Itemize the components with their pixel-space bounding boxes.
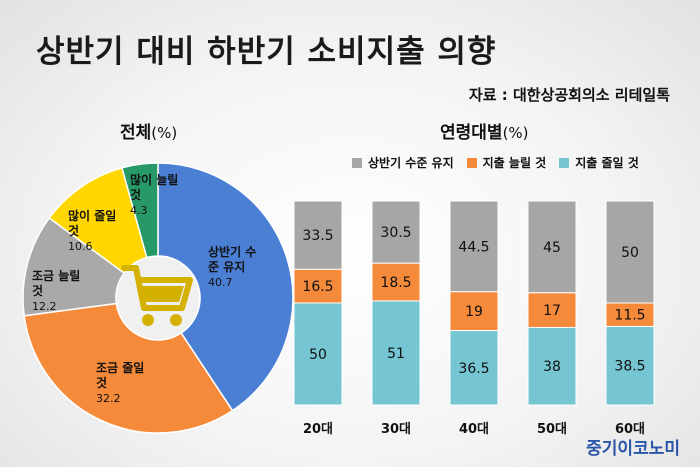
bar-segment <box>527 326 577 406</box>
pie-slice-label: 많이 줄일 것 <box>68 208 116 238</box>
x-tick-label: 50대 <box>537 422 567 437</box>
bar-value-label: 33.5 <box>302 228 333 244</box>
bar-segment <box>449 330 499 406</box>
pie-value-label: 12.2 <box>32 300 57 313</box>
bar-title: 연령대별(%) <box>440 118 529 143</box>
bar-segment <box>527 292 577 328</box>
legend-swatch-decrease <box>559 157 570 168</box>
bar-value-label: 11.5 <box>614 308 645 324</box>
legend-label-increase: 지출 늘릴 것 <box>482 156 547 170</box>
pie-title-text: 전체 <box>120 123 152 143</box>
x-tick-label: 40대 <box>459 422 489 437</box>
pie-title: 전체(%) <box>120 118 177 143</box>
bar-value-label: 18.5 <box>380 275 411 291</box>
bar-value-label: 36.5 <box>458 361 489 377</box>
legend-label-maintain: 상반기 수준 유지 <box>368 156 454 170</box>
x-tick-label: 60대 <box>615 422 645 437</box>
pie-slice <box>22 216 126 317</box>
x-tick-label: 20대 <box>303 422 333 437</box>
shopping-cart-icon <box>117 257 199 339</box>
bar-segment <box>527 200 577 294</box>
x-tick-label: 30대 <box>381 422 411 437</box>
bar-segment <box>293 268 343 304</box>
legend-swatch-increase <box>466 157 477 168</box>
legend-label-decrease: 지출 줄일 것 <box>575 156 639 170</box>
legend-item-decrease: 지출 줄일 것 <box>559 154 639 171</box>
pie-slice-label: 조금 늘릴 것 <box>32 269 80 298</box>
pie-slice <box>23 302 234 434</box>
bar-value-label: 50 <box>309 347 327 363</box>
pie-slice <box>121 162 159 259</box>
bar-title-unit: (%) <box>502 124 529 142</box>
bar-value-label: 30.5 <box>380 225 411 241</box>
bar-legend: 상반기 수준 유지 지출 늘릴 것 지출 줄일 것 <box>352 154 639 171</box>
bar-segment <box>371 200 421 264</box>
bar-title-text: 연령대별 <box>440 123 503 143</box>
bar-value-label: 51 <box>387 346 405 362</box>
chart-title: 상반기 대비 하반기 소비지출 의향 <box>36 34 497 70</box>
bar-value-label: 50 <box>621 245 639 261</box>
bar-segment <box>449 200 499 293</box>
legend-item-maintain: 상반기 수준 유지 <box>352 154 454 171</box>
legend-swatch-maintain <box>352 157 362 168</box>
pie-value-label: 4.3 <box>130 204 148 217</box>
bar-segment <box>605 200 655 304</box>
bar-value-label: 44.5 <box>458 239 489 255</box>
pie-value-label: 10.6 <box>68 240 93 253</box>
legend-item-increase: 지출 늘릴 것 <box>466 154 547 171</box>
bar-value-label: 17 <box>543 303 561 319</box>
pie-slice-label: 조금 줄일 것 <box>96 361 144 390</box>
bar-segment <box>371 300 421 406</box>
bar-value-label: 45 <box>543 240 561 256</box>
bar-value-label: 38 <box>543 359 561 375</box>
bar-value-label: 19 <box>465 304 483 320</box>
pie-title-unit: (%) <box>151 124 178 142</box>
pie-slice-label: 많이 늘릴 것 <box>130 172 178 202</box>
pie-value-label: 40.7 <box>208 276 233 289</box>
bar-segment <box>449 291 499 332</box>
watermark: 중기이코노미 <box>586 439 680 459</box>
bar-value-label: 38.5 <box>614 359 645 375</box>
source-note: 자료 : 대한상공회의소 리테일톡 <box>468 86 670 104</box>
bar-value-label: 16.5 <box>302 279 333 295</box>
bar-segment <box>605 325 655 406</box>
pie-value-label: 32.2 <box>96 392 121 405</box>
bar-segment <box>293 302 343 406</box>
